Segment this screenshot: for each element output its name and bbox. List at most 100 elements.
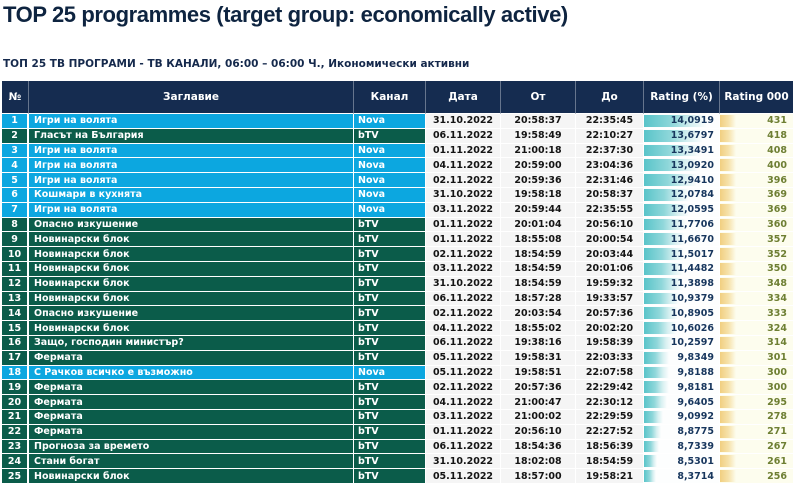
row-to: 20:03:44 (576, 247, 644, 262)
row-title: Новинарски блок (29, 291, 354, 307)
rating-value: 11,6670 (670, 233, 714, 245)
rating000-value: 295 (767, 396, 787, 408)
row-to: 20:57:36 (576, 306, 644, 322)
rating-cell: 11,4482 (644, 261, 720, 277)
row-number: 21 (2, 409, 29, 425)
rating-cell: 9,8349 (644, 350, 720, 366)
rating-cell: 9,8188 (644, 365, 720, 381)
rating000-cell: 334 (720, 291, 793, 307)
row-date: 05.11.2022 (426, 469, 501, 484)
rating-value: 8,8775 (677, 426, 714, 438)
row-channel: bTV (354, 469, 426, 484)
row-to: 22:27:52 (576, 424, 644, 440)
rating000-strip (720, 322, 736, 334)
row-from: 20:59:44 (501, 202, 576, 218)
row-title: Игри на волята (29, 143, 354, 159)
row-title: Стани богат (29, 454, 354, 470)
table-row: 21 Фермата bTV 03.11.2022 21:00:02 22:29… (2, 409, 793, 425)
rating-cell: 8,3714 (644, 469, 720, 484)
col-header-title: Заглавие (29, 81, 354, 114)
rating-cell: 12,0595 (644, 202, 720, 218)
rating-bar (644, 366, 669, 379)
rating000-value: 334 (767, 292, 787, 304)
table-row: 16 Защо, господин министър? bTV 06.11.20… (2, 335, 793, 351)
rating000-cell: 324 (720, 321, 793, 336)
rating000-strip (720, 351, 736, 364)
rating-bar (644, 144, 701, 157)
row-number: 6 (2, 187, 29, 203)
row-channel: bTV (354, 261, 426, 277)
rating000-cell: 352 (720, 247, 793, 262)
rating-cell: 10,6026 (644, 321, 720, 336)
row-date: 04.11.2022 (426, 158, 501, 174)
row-date: 04.11.2022 (426, 321, 501, 336)
rating-bar (644, 292, 679, 305)
rating000-value: 418 (767, 130, 787, 142)
rating-value: 9,0992 (677, 411, 714, 423)
table-row: 14 Опасно изкушение bTV 02.11.2022 20:03… (2, 306, 793, 322)
rating000-value: 301 (767, 352, 787, 364)
row-date: 06.11.2022 (426, 439, 501, 455)
row-to: 19:58:21 (576, 469, 644, 484)
table-row: 23 Прогноза за времето bTV 06.11.2022 18… (2, 439, 793, 455)
row-number: 16 (2, 335, 29, 351)
row-number: 19 (2, 380, 29, 396)
table-row: 7 Игри на волята Nova 03.11.2022 20:59:4… (2, 202, 793, 218)
row-channel: Nova (354, 202, 426, 218)
row-from: 18:54:59 (501, 247, 576, 262)
rating000-cell: 348 (720, 276, 793, 292)
rating000-value: 352 (767, 248, 787, 260)
rating000-cell: 314 (720, 335, 793, 351)
row-to: 22:37:30 (576, 143, 644, 159)
row-date: 03.11.2022 (426, 202, 501, 218)
rating000-value: 324 (767, 322, 787, 334)
row-title: Фермата (29, 395, 354, 410)
rating000-cell: 350 (720, 261, 793, 277)
rating000-cell: 431 (720, 114, 793, 129)
rating-value: 13,0920 (670, 159, 714, 171)
rating-value: 13,3491 (670, 144, 714, 156)
row-from: 20:59:36 (501, 173, 576, 188)
row-number: 8 (2, 217, 29, 233)
table-row: 19 Фермата bTV 02.11.2022 20:57:36 22:29… (2, 380, 793, 396)
table-row: 20 Фермата bTV 04.11.2022 21:00:47 22:30… (2, 395, 793, 410)
row-from: 18:54:59 (501, 261, 576, 277)
row-title: Игри на волята (29, 114, 354, 129)
row-title: Фермата (29, 350, 354, 366)
row-to: 22:30:12 (576, 395, 644, 410)
rating000-strip (720, 262, 736, 275)
row-from: 19:58:51 (501, 365, 576, 381)
rating-value: 12,0595 (670, 204, 714, 216)
table-row: 2 Гласът на България bTV 06.11.2022 19:5… (2, 128, 793, 144)
rating000-cell: 267 (720, 439, 793, 455)
row-from: 20:59:00 (501, 158, 576, 174)
table-row: 18 С Рачков всичко е възможно Nova 05.11… (2, 365, 793, 381)
col-header-channel: Канал (354, 81, 426, 114)
rating-bar (644, 188, 690, 201)
row-from: 19:38:16 (501, 335, 576, 351)
row-title: Фермата (29, 409, 354, 425)
rating-cell: 13,0920 (644, 158, 720, 174)
rating000-cell: 396 (720, 173, 793, 188)
rating000-value: 300 (767, 381, 787, 393)
rating-cell: 11,6670 (644, 232, 720, 248)
row-number: 12 (2, 276, 29, 292)
table-row: 13 Новинарски блок bTV 06.11.2022 18:57:… (2, 291, 793, 307)
row-date: 02.11.2022 (426, 247, 501, 262)
rating-cell: 13,6797 (644, 128, 720, 144)
rating000-strip (720, 470, 736, 482)
row-to: 20:02:20 (576, 321, 644, 336)
row-from: 19:58:18 (501, 187, 576, 203)
row-channel: bTV (354, 350, 426, 366)
rating-bar (644, 307, 679, 320)
row-to: 19:33:57 (576, 291, 644, 307)
rating000-strip (720, 307, 736, 320)
rating000-cell: 408 (720, 143, 793, 159)
row-from: 20:56:10 (501, 424, 576, 440)
row-title: Новинарски блок (29, 232, 354, 248)
row-to: 22:03:33 (576, 350, 644, 366)
row-title: Опасно изкушение (29, 306, 354, 322)
row-number: 2 (2, 128, 29, 144)
row-title: Фермата (29, 424, 354, 440)
row-title: Прогноза за времето (29, 439, 354, 455)
